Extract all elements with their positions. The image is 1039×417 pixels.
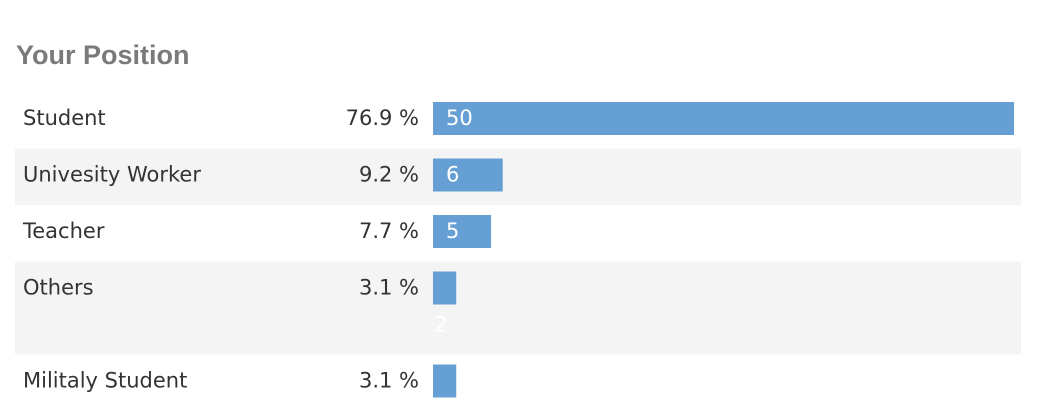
value-label: 2	[434, 313, 447, 337]
value-label: 2	[434, 406, 447, 417]
bar	[433, 158, 503, 192]
bar	[433, 102, 1014, 135]
category-label: Teacher	[22, 219, 105, 243]
row-background	[15, 148, 1021, 205]
bar	[433, 215, 492, 248]
percent-label: 3.1 %	[359, 276, 419, 300]
value-label: 50	[446, 106, 473, 130]
category-label: Others	[23, 276, 94, 300]
percent-label: 9.2 %	[359, 163, 419, 187]
value-label: 6	[446, 163, 459, 187]
percent-label: 7.7 %	[359, 219, 419, 243]
bar	[433, 271, 457, 305]
value-label: 5	[446, 219, 459, 243]
chart-title: Your Position	[16, 40, 190, 70]
category-label: Univesity Worker	[23, 163, 201, 187]
bar	[433, 364, 457, 398]
percent-label: 3.1 %	[359, 369, 419, 393]
category-label: Student	[23, 106, 106, 130]
category-label: Militaly Student	[23, 369, 187, 393]
percent-label: 76.9 %	[346, 106, 419, 130]
row-background	[15, 261, 1021, 355]
